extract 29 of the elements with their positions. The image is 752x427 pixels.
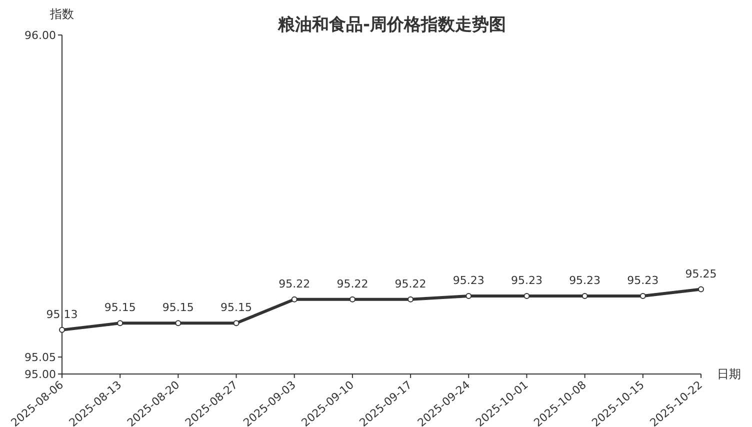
- point: [582, 293, 588, 300]
- data-label: 95.23: [510, 274, 542, 288]
- point: [175, 320, 182, 326]
- point: [291, 296, 298, 302]
- data-label: 95.22: [394, 277, 426, 290]
- y-tick-label: 96.00: [24, 29, 56, 42]
- data-label: 95.15: [220, 301, 252, 314]
- point: [698, 286, 704, 292]
- y-tick-label: 95.05: [24, 351, 56, 364]
- point: [524, 293, 530, 300]
- chart-title: 粮油和食品-周价格指数走势图: [276, 15, 506, 35]
- point: [408, 296, 414, 302]
- y-axis-title: 指数: [49, 7, 74, 21]
- data-label: 95.15: [162, 301, 194, 314]
- data-label: 95.23: [627, 274, 659, 288]
- point: [466, 293, 472, 300]
- point: [233, 320, 240, 326]
- data-label: 95.23: [569, 274, 601, 288]
- data-label: 95.15: [104, 301, 136, 314]
- data-label: 95.25: [685, 267, 717, 280]
- data-label: 95.22: [278, 277, 310, 290]
- point: [349, 296, 356, 302]
- data-label: 95.22: [336, 277, 368, 290]
- x-axis-title: 日期: [717, 367, 741, 381]
- point: [59, 326, 65, 333]
- point: [640, 293, 646, 300]
- y-tick-label: 95.00: [24, 368, 56, 381]
- data-label: 95.23: [452, 274, 484, 288]
- point: [117, 320, 124, 326]
